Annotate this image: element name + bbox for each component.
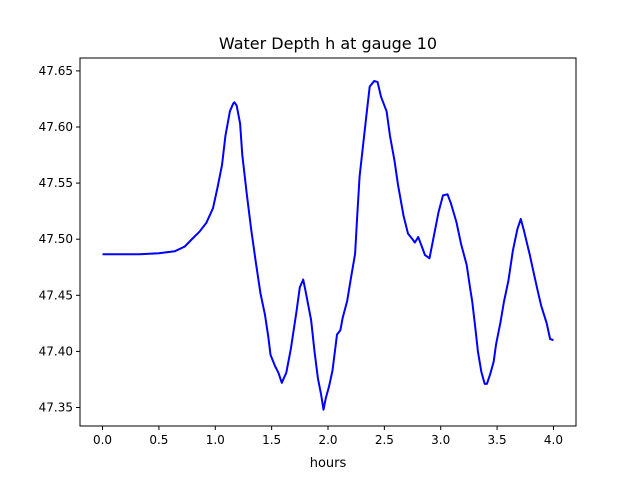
y-tick-label: 47.35: [39, 400, 73, 414]
x-axis-label: hours: [310, 456, 347, 471]
y-axis: 47.35 47.40 47.45 47.50 47.55 47.60 47.65: [39, 64, 80, 414]
x-tick-label: 1.0: [206, 433, 225, 447]
series-line-h: [102, 80, 554, 411]
plot-frame: [79, 57, 577, 427]
y-tick-label: 47.50: [39, 232, 73, 246]
x-tick-label: 3.0: [431, 433, 450, 447]
x-tick-label: 0.5: [149, 433, 168, 447]
x-tick-label: 1.5: [262, 433, 281, 447]
y-tick-label: 47.45: [39, 288, 73, 302]
x-tick-label: 4.0: [544, 433, 563, 447]
y-tick-label: 47.40: [39, 344, 73, 358]
x-tick-label: 3.5: [488, 433, 507, 447]
y-tick-label: 47.55: [39, 176, 73, 190]
x-tick-label: 0.0: [93, 433, 112, 447]
x-axis: 0.0 0.5 1.0 1.5 2.0 2.5 3.0 3.5 4.0: [93, 426, 563, 447]
x-tick-label: 2.5: [375, 433, 394, 447]
y-tick-label: 47.60: [39, 120, 73, 134]
chart-title: Water Depth h at gauge 10: [219, 34, 437, 53]
y-tick-label: 47.65: [39, 64, 73, 78]
x-tick-label: 2.0: [318, 433, 337, 447]
